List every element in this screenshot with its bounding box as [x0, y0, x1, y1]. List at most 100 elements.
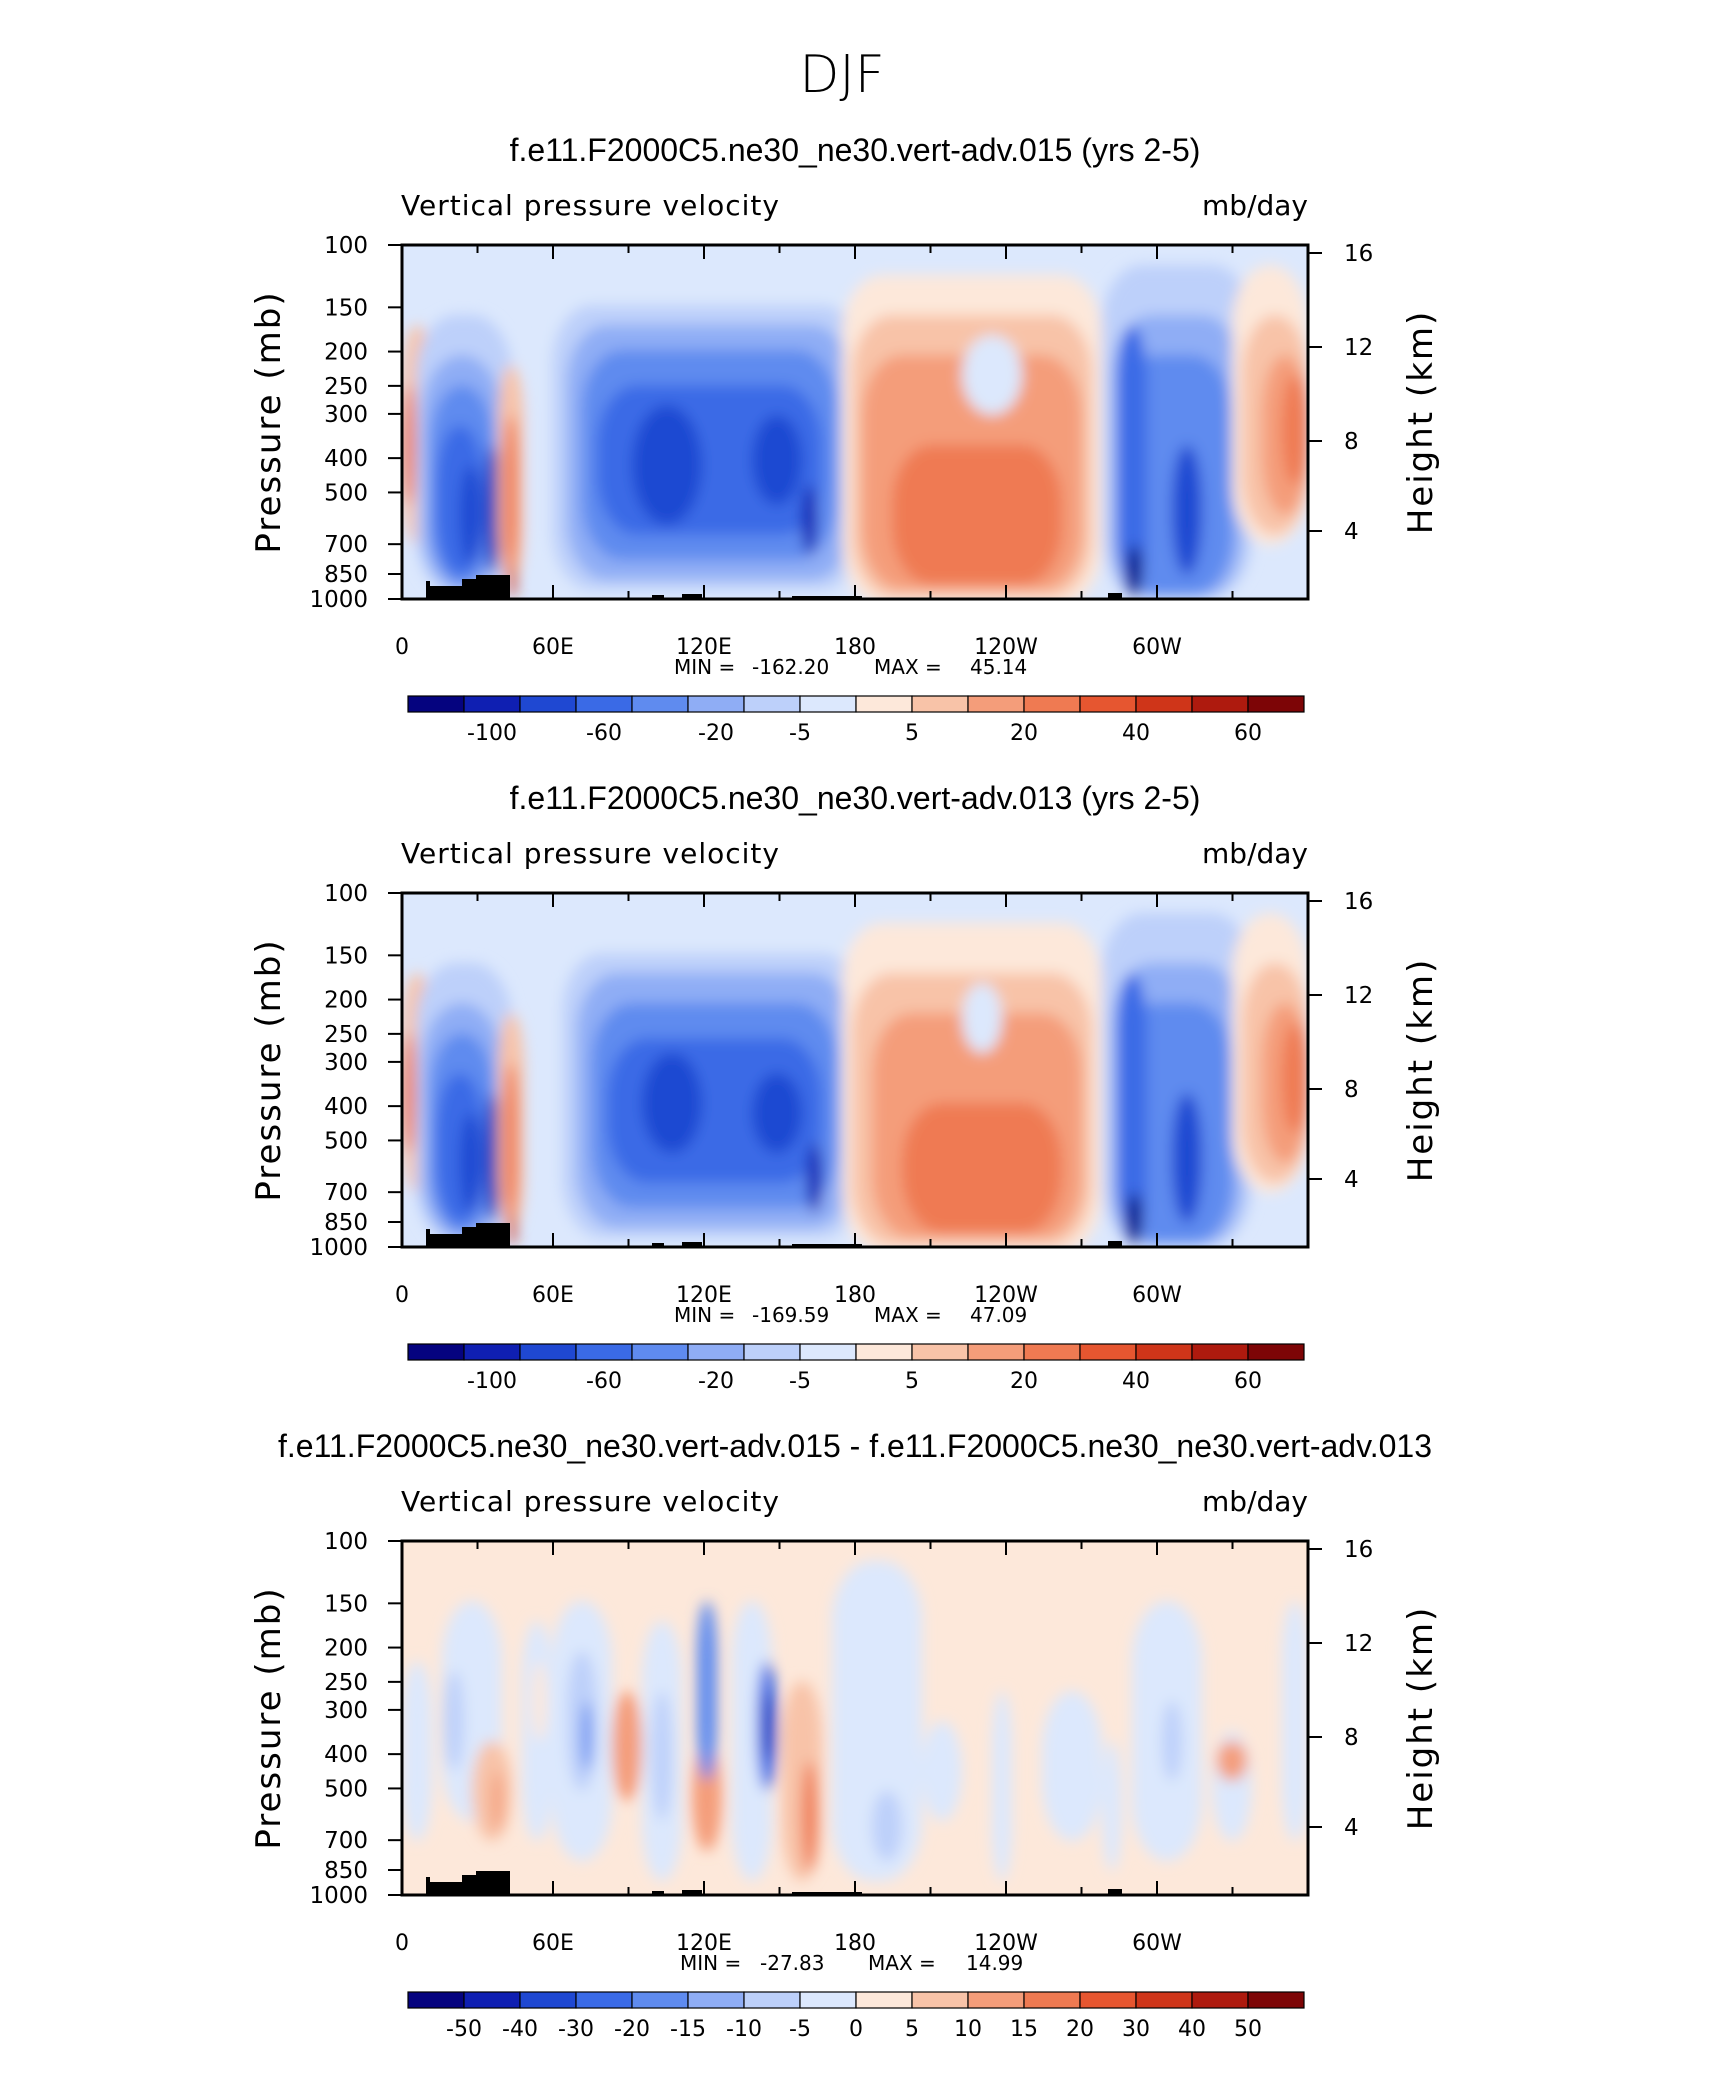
y-tick-label: 850	[324, 562, 368, 588]
y-tick-label: 700	[324, 532, 368, 558]
colorbar-swatch	[687, 1343, 745, 1361]
contour-region	[504, 415, 518, 575]
contour-region	[802, 1761, 817, 1871]
colorbar-swatch	[1079, 1991, 1137, 2009]
x-tick-label: 120E	[676, 635, 732, 660]
y-right-tick-label: 8	[1344, 1077, 1359, 1103]
colorbar-label: -50	[446, 2017, 482, 2042]
colorbar-swatch	[519, 1343, 577, 1361]
y-tick-label: 250	[324, 1670, 368, 1696]
colorbar-label: 50	[1234, 2017, 1262, 2042]
panel-3-units: mb/day	[1202, 1485, 1308, 1518]
y-right-tick-label: 12	[1344, 335, 1373, 361]
y-tick-label: 400	[324, 1094, 368, 1120]
y-tick-label: 700	[324, 1180, 368, 1206]
contour-region	[962, 983, 1002, 1053]
panel-3-ylabel-right: Height (km)	[1401, 1606, 1441, 1831]
colorbar-label: 60	[1234, 721, 1262, 746]
panel-2-ylabel-right: Height (km)	[1401, 958, 1441, 1183]
x-tick-label: 60W	[1132, 635, 1182, 660]
panel-3: f.e11.F2000C5.ne30_ne30.vert-adv.015 - f…	[249, 1428, 1441, 2042]
y-tick-label: 850	[324, 1858, 368, 1884]
contour-region	[1127, 1193, 1142, 1245]
panel-2-topography	[426, 1223, 1122, 1247]
colorbar-swatch	[799, 1343, 857, 1361]
colorbar-swatch	[687, 1991, 745, 2009]
colorbar-swatch	[631, 1991, 689, 2009]
contour-region	[892, 445, 1062, 585]
colorbar-swatch	[1023, 1991, 1081, 2009]
colorbar-swatch	[519, 1991, 577, 2009]
colorbar-swatch	[407, 1991, 465, 2009]
colorbar-swatch	[911, 1343, 969, 1361]
colorbar-label: -5	[789, 2017, 811, 2042]
panel-3-stats: MIN = -27.83 MAX = 14.99	[680, 1951, 1023, 1975]
contour-region	[1117, 325, 1147, 595]
y-tick-label: 100	[324, 233, 368, 259]
contour-region	[692, 1741, 722, 1851]
x-tick-label: 0	[395, 1931, 409, 1956]
contour-region	[582, 1701, 592, 1771]
panel-2-stats: MIN = -169.59 MAX = 47.09	[674, 1303, 1027, 1327]
contour-region	[402, 385, 416, 505]
y-tick-label: 700	[324, 1828, 368, 1854]
panel-3-ylabel: Pressure (mb)	[249, 1586, 289, 1849]
colorbar-label: 5	[905, 2017, 919, 2042]
x-tick-label: 60E	[532, 1931, 574, 1956]
colorbar-label: -15	[670, 2017, 706, 2042]
colorbar-label: -60	[586, 1369, 622, 1394]
colorbar-label: 15	[1010, 2017, 1038, 2042]
colorbar-swatch	[575, 1343, 633, 1361]
colorbar-swatch	[911, 1991, 969, 2009]
contour-region	[1282, 375, 1308, 485]
colorbar-label: -5	[789, 721, 811, 746]
contour-region	[1042, 1691, 1102, 1841]
panel-1-min: -162.20	[752, 655, 829, 679]
panel-1-title: f.e11.F2000C5.ne30_ne30.vert-adv.015 (yr…	[510, 132, 1201, 168]
colorbar-swatch	[407, 695, 465, 713]
y-tick-label: 500	[324, 1128, 368, 1154]
colorbar-label: 20	[1010, 1369, 1038, 1394]
contour-region	[1282, 1023, 1308, 1133]
y-tick-label: 200	[324, 340, 368, 366]
colorbar-swatch	[631, 695, 689, 713]
panel-1-field	[402, 245, 1308, 599]
y-right-tick-label: 16	[1344, 889, 1373, 915]
x-tick-label: 0	[395, 635, 409, 660]
y-tick-label: 150	[324, 295, 368, 321]
contour-region	[444, 1671, 464, 1771]
colorbar-swatch	[1079, 1343, 1137, 1361]
x-tick-label: 60W	[1132, 1283, 1182, 1308]
panel-1-max-label: MAX =	[874, 655, 942, 679]
contour-region	[632, 405, 702, 525]
contour-region	[782, 1681, 822, 1881]
contour-region	[832, 1561, 922, 1881]
panel-1-stats: MIN = -162.20 MAX = 45.14	[674, 655, 1027, 679]
y-tick-label: 150	[324, 1591, 368, 1617]
x-tick-label: 180	[834, 1283, 876, 1308]
contour-region	[807, 1143, 822, 1213]
y-tick-label: 300	[324, 1698, 368, 1724]
colorbar-label: 20	[1066, 2017, 1094, 2042]
panel-1-left-label: Vertical pressure velocity	[401, 189, 780, 222]
colorbar-swatch	[407, 1343, 465, 1361]
x-tick-label: 120W	[974, 1283, 1038, 1308]
topography-fill	[426, 1223, 1122, 1247]
panel-3-topography	[426, 1871, 1122, 1895]
x-tick-label: 60W	[1132, 1931, 1182, 1956]
contour-region	[802, 485, 817, 555]
colorbar-swatch	[1135, 695, 1193, 713]
colorbar-label: -30	[558, 2017, 594, 2042]
contour-region	[486, 445, 500, 575]
colorbar-swatch	[463, 1991, 521, 2009]
contour-region	[460, 1113, 482, 1213]
y-right-tick-label: 12	[1344, 983, 1373, 1009]
panel-1-min-label: MIN =	[674, 655, 735, 679]
colorbar-swatch	[855, 1991, 913, 2009]
y-tick-label: 1000	[309, 587, 368, 613]
colorbar-label: 20	[1010, 721, 1038, 746]
colorbar-label: -5	[789, 1369, 811, 1394]
panel-1-units: mb/day	[1202, 189, 1308, 222]
